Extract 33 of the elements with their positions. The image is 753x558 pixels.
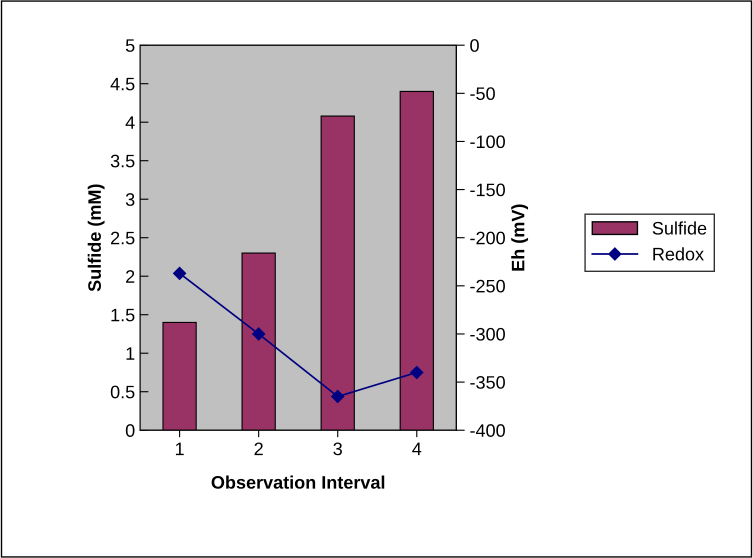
y-tick-label: 0 bbox=[126, 424, 134, 437]
y-tick-label: 4.5 bbox=[110, 78, 134, 90]
y-tick-label: 3 bbox=[126, 193, 134, 206]
y-tick-label: 2 bbox=[126, 270, 134, 283]
y2-tick-label: -250 bbox=[470, 280, 505, 293]
x-tick-label: 4 bbox=[412, 442, 422, 456]
y2-axis-title: Eh (mV) bbox=[511, 204, 528, 271]
point bbox=[252, 327, 266, 341]
point bbox=[331, 390, 344, 404]
point bbox=[410, 366, 424, 380]
y2-tick-label: -200 bbox=[470, 232, 505, 244]
y2-tick-label: 0 bbox=[470, 39, 479, 52]
y-tick-label: 3.5 bbox=[110, 154, 134, 168]
legend-label: Redox bbox=[653, 247, 704, 261]
y-tick-label: 1.5 bbox=[111, 308, 134, 322]
x-tick-label: 1 bbox=[176, 442, 184, 456]
y2-tick-label: -100 bbox=[470, 135, 505, 148]
y2-tick-label: -400 bbox=[470, 424, 505, 437]
y2-tick-label: -50 bbox=[470, 87, 495, 100]
y2-tick-label: -350 bbox=[470, 376, 505, 389]
y-tick-label: 1 bbox=[126, 347, 134, 360]
point bbox=[173, 266, 186, 280]
y-tick-label: 5 bbox=[126, 39, 134, 52]
x-tick-label: 2 bbox=[254, 442, 263, 456]
y2-tick-label: -150 bbox=[470, 184, 505, 196]
x-tick-label: 3 bbox=[333, 442, 342, 456]
y-tick-label: 0.5 bbox=[110, 386, 134, 398]
y2-tick-label: -300 bbox=[470, 328, 505, 341]
legend-label: Sulfide bbox=[652, 221, 706, 235]
y-axis-title: Sulfide (mM) bbox=[88, 184, 105, 292]
y-tick-label: 2.5 bbox=[111, 232, 134, 244]
y-tick-label: 4 bbox=[126, 116, 135, 129]
x-axis-title: Observation Interval bbox=[212, 476, 384, 489]
